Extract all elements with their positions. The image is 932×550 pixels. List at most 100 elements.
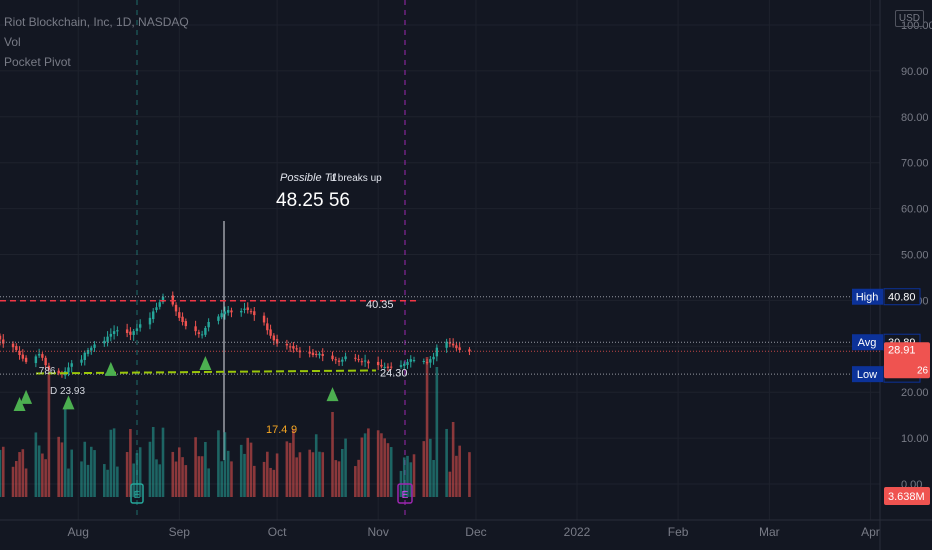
volume-bar [269,467,272,497]
volume-bar [321,452,325,497]
avg-level-badge-label: Avg [858,337,877,349]
candle-body [135,328,139,332]
time-axis[interactable]: Aug Sep Oct Nov Dec 2022 Feb Mar Apr [68,525,880,539]
volume-bar [18,452,21,497]
volume-bar [151,427,155,497]
volume-bar [174,461,178,497]
volume-bar [161,427,165,497]
volume-bar [217,430,220,497]
last-price-value: 28.91 [888,344,916,356]
volume-bar [223,432,227,497]
volume-bar [262,461,266,497]
volume-bar [34,432,38,497]
candle-body [184,321,188,327]
currency-button[interactable]: USD [894,10,924,27]
time-tick-label: Feb [668,525,689,539]
candle-body [138,324,142,328]
horizontal-levels: 40.35 24.30 [0,296,880,379]
candle-body [112,331,116,335]
candle-body [103,340,106,344]
pocket-pivot-marker [326,387,339,402]
volume-bar [204,442,207,497]
candle-body [129,331,132,335]
candle-body [315,353,318,355]
candle-body [11,343,15,348]
candle-body [292,346,295,349]
volume-bar [243,453,246,497]
price-tick-label: 70.00 [901,158,929,170]
candle-body [67,367,70,373]
candle-body [275,339,279,344]
time-tick-label: Apr [861,525,880,539]
volume-bar [445,428,448,497]
volume-bar [70,449,74,497]
price-tick-label: 60.00 [901,204,929,216]
volume-bar [341,449,344,497]
volume-bar [429,438,432,497]
price-tick-label: 10.00 [901,433,929,445]
time-tick-label: Aug [68,525,89,539]
volume-bar [89,446,93,497]
volume-tag-box [884,487,930,505]
volume-bar [184,465,188,497]
time-tick-label: Dec [465,525,486,539]
high-level-value: 40.80 [888,292,916,304]
candle-body [406,361,409,365]
volume-bar [47,372,51,497]
volume-indicator-label[interactable]: Vol [4,35,21,49]
price-tick-label: 50.00 [901,250,929,262]
candle-body [354,357,357,359]
volume-bar [455,455,458,497]
candle-body [357,359,360,361]
candle-body [243,308,246,310]
candle-body [262,315,266,323]
candle-body [200,334,204,336]
volume-bar [331,412,334,497]
volume-bar [57,436,60,497]
volume-bar [275,453,279,497]
volume-bar [448,471,452,497]
candle-body [178,312,181,318]
volume-bar [93,450,96,497]
candle-body [331,355,334,360]
volume-bar [0,449,2,497]
support-label: 24.30 [380,367,408,379]
volume-bar [266,451,269,497]
candle-body [285,343,289,346]
volume-bar [344,438,347,497]
volume-bar [451,422,455,497]
candle-body [341,359,344,362]
candle-body [155,307,158,311]
volume-bar [363,433,367,497]
candle-body [448,342,452,344]
candle-body [403,363,406,366]
volume-bar [318,451,321,497]
candle-body [34,356,38,364]
volume-bar [24,468,28,497]
high-level-badge-label: High [856,292,879,304]
candle-body [272,335,276,341]
last-price-box [884,342,930,379]
candle-body [269,329,272,336]
chart-legend: Riot Blockchain, Inc, 1D, NASDAQ Vol Poc… [4,12,189,72]
low-level-badge-label: Low [857,369,877,381]
target-caption: Possible T1 [280,172,337,184]
candles [0,291,471,379]
volume-bar [376,430,380,497]
volume-bar [116,466,119,497]
candle-body [106,336,109,342]
volume-bar [135,453,139,497]
last-price-countdown: 26 [917,365,929,376]
volume-bars [0,357,471,497]
volume-bar [197,456,201,497]
volume-note-a: 17.4 [266,424,287,436]
volume-bar [226,450,230,497]
candle-body [337,360,341,362]
candle-body [148,317,152,325]
candle-body [217,316,220,321]
candle-body [83,352,86,360]
volume-bar [181,457,184,497]
symbol-title[interactable]: Riot Blockchain, Inc, 1D, NASDAQ [4,15,189,29]
pocket-pivot-indicator-label[interactable]: Pocket Pivot [4,55,71,69]
